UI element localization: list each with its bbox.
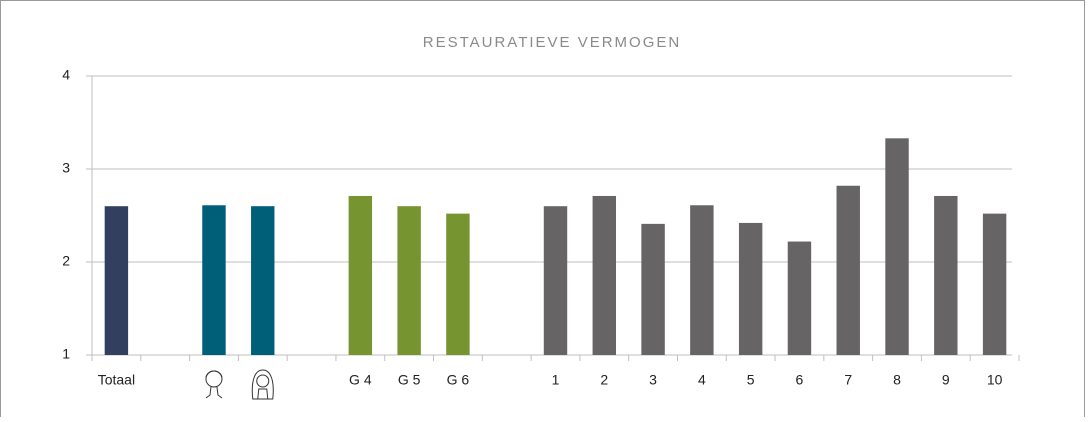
face: [256, 374, 270, 388]
bar: [641, 223, 665, 355]
bar: [690, 205, 714, 355]
x-tick-label: G 4: [349, 372, 372, 388]
y-tick-label: 4: [62, 67, 70, 83]
hair: [205, 370, 223, 378]
x-tick-label: 6: [796, 372, 804, 388]
x-tick-label: 3: [649, 372, 657, 388]
bar: [738, 222, 763, 355]
x-tick-label: 1: [552, 372, 560, 388]
x-tick-label: G 6: [447, 372, 470, 388]
y-tick-label: 3: [62, 160, 70, 176]
x-tick-label: 5: [747, 372, 755, 388]
y-tick-label: 1: [62, 346, 70, 362]
bar: [543, 206, 568, 355]
x-tick-label: 8: [893, 372, 901, 388]
bar: [446, 213, 470, 355]
bar: [836, 185, 860, 355]
bar: [787, 241, 812, 355]
bar: [934, 195, 958, 355]
bar: [397, 206, 421, 355]
bar: [592, 195, 616, 355]
bar: [348, 195, 373, 355]
hair: [251, 369, 274, 400]
x-tick-label: 7: [844, 372, 852, 388]
bar: [982, 213, 1007, 355]
chart-title: RESTAURATIEVE VERMOGEN: [423, 34, 681, 51]
body: [205, 386, 223, 399]
x-tick-label: 9: [942, 372, 950, 388]
x-tick-label: 10: [987, 372, 1003, 388]
bar: [104, 206, 129, 355]
girl-icon: [251, 369, 274, 400]
x-tick-label: 2: [600, 372, 608, 388]
bar: [885, 138, 909, 355]
body: [257, 388, 269, 400]
bar: [251, 206, 275, 355]
x-tick-label: G 5: [398, 372, 421, 388]
x-tick-label: Totaal: [98, 372, 135, 388]
bar: [202, 205, 226, 355]
x-tick-label: 4: [698, 372, 706, 388]
y-tick-label: 2: [62, 253, 70, 269]
boy-icon: [205, 370, 223, 399]
